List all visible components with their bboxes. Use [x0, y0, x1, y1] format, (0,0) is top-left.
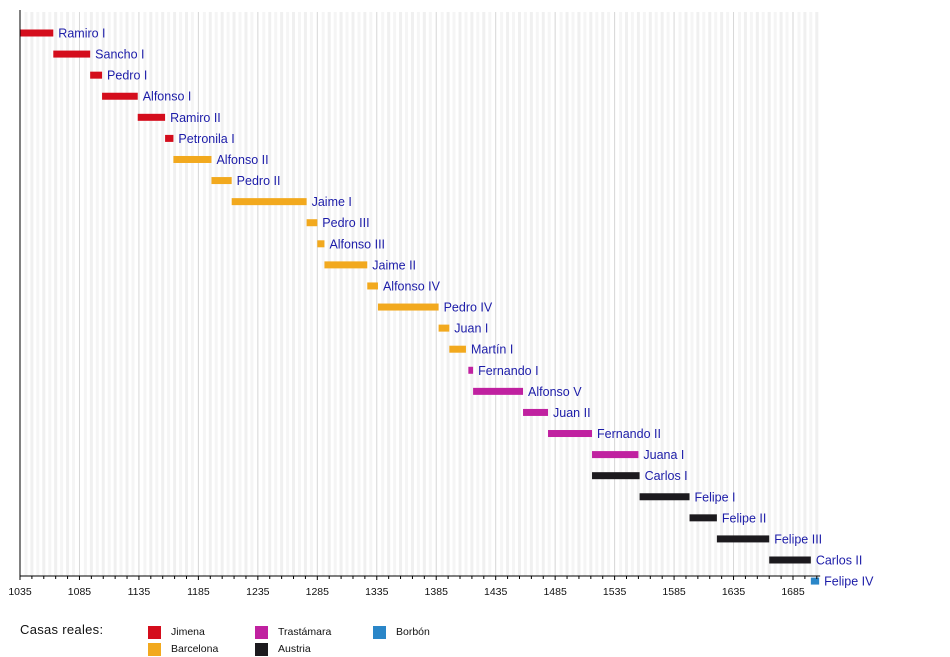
reign-label-jaime-ii: Jaime II [372, 258, 416, 272]
reign-bar-alfonso-ii [173, 155, 212, 163]
legend-label-barcelona: Barcelona [171, 643, 219, 655]
reign-bar-martin-i [449, 345, 466, 353]
reign-bar-alfonso-v [473, 387, 524, 395]
tick-label-1685: 1685 [781, 586, 805, 598]
reign-bar-juana-i [592, 451, 639, 459]
reign-bar-felipe-iii [716, 535, 770, 543]
reign-label-felipe-i: Felipe I [695, 490, 736, 504]
legend-swatch-trastamara [255, 625, 268, 639]
reign-bar-felipe-ii [689, 514, 717, 522]
tick-label-1335: 1335 [365, 586, 389, 598]
reign-bar-petronila-i [165, 134, 174, 142]
reign-label-juan-ii: Juan II [553, 406, 591, 420]
legend-swatch-barcelona [148, 642, 161, 656]
legend-label-jimena: Jimena [171, 626, 205, 638]
legend-title: Casas reales: [20, 622, 104, 637]
reign-label-ramiro-ii: Ramiro II [170, 111, 221, 125]
reign-label-alfonso-i: Alfonso I [143, 90, 192, 104]
reign-label-carlos-i: Carlos I [645, 469, 688, 483]
legend-label-borbon: Borbón [396, 626, 430, 638]
reign-bars [20, 29, 820, 585]
reign-bar-juan-i [438, 324, 450, 332]
reign-bar-alfonso-iv [367, 282, 378, 290]
reign-bar-pedro-ii [211, 177, 232, 185]
tick-label-1035: 1035 [8, 586, 32, 598]
reign-label-petronila-i: Petronila I [178, 132, 234, 146]
reign-label-juana-i: Juana I [643, 448, 684, 462]
legend-item-austria: Austria [255, 641, 311, 657]
tick-label-1535: 1535 [603, 586, 627, 598]
tick-label-1435: 1435 [484, 586, 508, 598]
reign-bar-pedro-iv [377, 303, 439, 311]
legend-swatch-austria [255, 642, 268, 656]
legend: Casas reales: Jimena Barcelona Trastámar… [0, 610, 950, 657]
reign-label-alfonso-iii: Alfonso III [329, 237, 385, 251]
tick-label-1585: 1585 [662, 586, 686, 598]
reign-label-fernando-i: Fernando I [478, 364, 538, 378]
reign-labels: Ramiro I Sancho I Pedro I Alfonso I Ramiro I… [58, 27, 874, 589]
legend-item-barcelona: Barcelona [148, 641, 218, 657]
legend-item-jimena: Jimena [148, 624, 205, 640]
reign-bar-alfonso-i [102, 92, 138, 100]
legend-item-trastamara: Trastámara [255, 624, 331, 640]
tick-label-1635: 1635 [722, 586, 746, 598]
tick-label-1085: 1085 [68, 586, 92, 598]
reign-label-felipe-ii: Felipe II [722, 511, 766, 525]
reign-label-pedro-ii: Pedro II [237, 174, 281, 188]
reign-bar-jaime-i [231, 198, 307, 206]
reign-label-martin-i: Martín I [471, 343, 513, 357]
reign-label-alfonso-ii: Alfonso II [216, 153, 268, 167]
reign-bar-ramiro-i [20, 29, 54, 37]
legend-item-borbon: Borbón [373, 624, 430, 640]
tick-label-1285: 1285 [306, 586, 330, 598]
reign-bar-ramiro-ii [137, 113, 166, 121]
reign-bar-juan-ii [523, 408, 549, 416]
reign-label-alfonso-v: Alfonso V [528, 385, 582, 399]
tick-label-1135: 1135 [128, 586, 151, 598]
reign-bar-pedro-iii [306, 219, 318, 227]
x-axis: 1035 1085 1135 1185 1235 1285 1335 1385 1435 1485… [8, 10, 821, 598]
legend-label-austria: Austria [278, 643, 311, 655]
reign-label-felipe-iii: Felipe III [774, 532, 822, 546]
reign-bar-sancho-i [53, 50, 91, 58]
reign-bar-alfonso-iii [317, 240, 325, 248]
legend-swatch-jimena [148, 625, 161, 639]
reign-bar-felipe-i [639, 493, 690, 501]
reign-label-fernando-ii: Fernando II [597, 427, 661, 441]
reign-label-jaime-i: Jaime I [312, 195, 352, 209]
reign-bar-carlos-ii [769, 556, 811, 564]
reign-label-pedro-iv: Pedro IV [444, 301, 493, 315]
reign-bar-pedro-i [90, 71, 103, 79]
tick-label-1485: 1485 [543, 586, 567, 598]
timeline-chart: Ramiro I Sancho I Pedro I Alfonso I Ramiro I… [8, 10, 874, 598]
reign-label-pedro-i: Pedro I [107, 69, 147, 83]
legend-label-trastamara: Trastámara [278, 626, 332, 638]
reign-label-juan-i: Juan I [454, 322, 488, 336]
reign-label-pedro-iii: Pedro III [322, 216, 369, 230]
reign-bar-jaime-ii [324, 261, 368, 269]
reign-label-ramiro-i: Ramiro I [58, 27, 105, 41]
grid-lines [24, 12, 819, 576]
tick-label-1185: 1185 [187, 586, 210, 598]
tick-label-1235: 1235 [246, 586, 270, 598]
tick-label-1385: 1385 [425, 586, 449, 598]
legend-swatch-borbon [373, 625, 386, 639]
reign-label-carlos-ii: Carlos II [816, 554, 863, 568]
reign-bar-fernando-i [468, 366, 474, 374]
reign-bar-felipe-iv [810, 577, 820, 585]
reign-label-felipe-iv: Felipe IV [824, 575, 874, 589]
reign-label-alfonso-iv: Alfonso IV [383, 279, 441, 293]
reign-bar-fernando-ii [548, 430, 593, 438]
reign-label-sancho-i: Sancho I [95, 48, 144, 62]
reign-bar-carlos-i [592, 472, 640, 480]
